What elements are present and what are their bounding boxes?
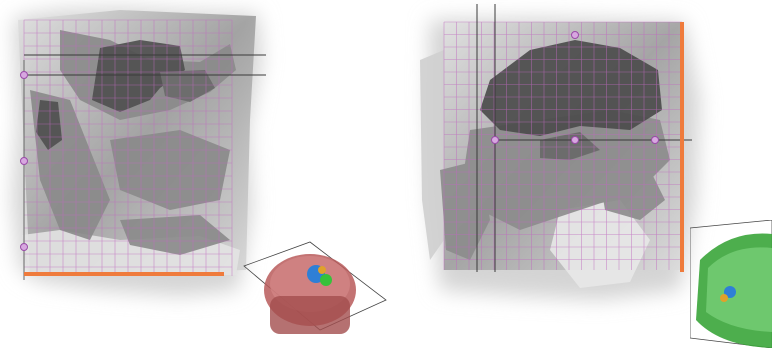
right-thumb-label-blue [724,286,736,298]
left-thumb-label-green [320,274,332,286]
right-handle-center[interactable] [571,136,579,144]
right-handle-top[interactable] [571,31,579,39]
left-3d-thumbnail[interactable] [240,238,390,348]
left-grid [23,19,233,276]
left-handle-middle[interactable] [20,157,28,165]
left-thumb-volume-side [270,296,350,334]
left-thumb-label-orange [318,266,326,274]
left-slice-view[interactable] [0,0,400,348]
right-slice-view[interactable] [400,0,772,348]
left-slice-bar[interactable] [24,272,224,276]
left-handles[interactable] [20,71,28,251]
left-handle-bottom[interactable] [20,243,28,251]
right-handle-left[interactable] [491,136,499,144]
right-grid [443,21,682,270]
right-3d-thumbnail[interactable] [690,220,772,348]
right-handles[interactable] [491,31,659,144]
right-thumb-plane [690,220,772,348]
right-handle-right[interactable] [651,136,659,144]
left-handle-top[interactable] [20,71,28,79]
right-dark-regions [480,40,662,160]
right-slice-bar[interactable] [680,22,684,272]
right-thumb-label-orange [720,294,728,302]
right-slice-canvas[interactable] [400,0,772,348]
right-thumb-volume-inner [706,247,772,332]
left-slice-canvas[interactable] [0,0,400,348]
